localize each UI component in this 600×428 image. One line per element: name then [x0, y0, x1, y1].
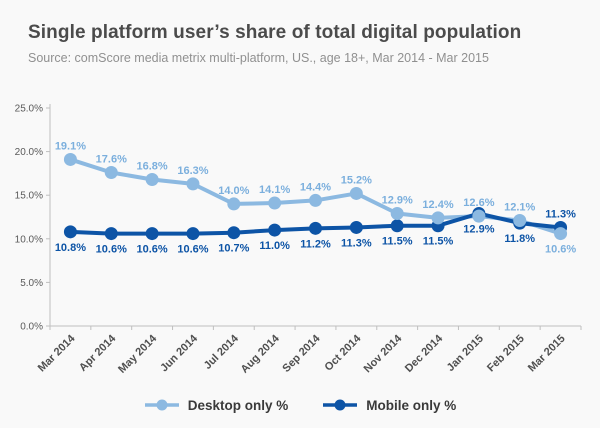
- data-point-label: 11.3%: [545, 208, 576, 220]
- data-point-label: 14.4%: [300, 181, 331, 193]
- data-point-label: 12.9%: [382, 195, 413, 207]
- data-point-label: 11.5%: [423, 236, 454, 248]
- data-point-label: 12.9%: [463, 224, 494, 236]
- legend-item: Desktop only %: [144, 397, 289, 413]
- data-point-marker: [349, 220, 363, 234]
- y-axis-tick-label: 0.0%: [20, 322, 43, 333]
- data-point-marker: [63, 225, 77, 239]
- data-point-label: 16.3%: [177, 165, 208, 177]
- data-point-label: 12.4%: [422, 199, 453, 211]
- x-axis-category-label: Apr 2014: [77, 332, 119, 374]
- x-axis-category-label: Oct 2014: [323, 332, 365, 374]
- data-point-marker: [104, 166, 118, 180]
- page-title: Single platform user’s share of total di…: [28, 22, 522, 43]
- data-point-marker: [513, 213, 527, 227]
- chart-legend: Desktop only % Mobile only %: [0, 392, 600, 418]
- data-point-label: 16.8%: [137, 161, 168, 173]
- data-point-label: 10.6%: [137, 244, 168, 256]
- data-point-marker: [390, 207, 404, 221]
- data-point-marker: [390, 219, 404, 233]
- x-axis-category-label: Jun 2014: [158, 332, 200, 374]
- x-axis-category-label: Nov 2014: [362, 332, 405, 375]
- data-point-marker: [104, 227, 118, 241]
- data-point-marker: [431, 211, 445, 225]
- data-point-label: 10.6%: [177, 244, 208, 256]
- data-point-marker: [145, 227, 159, 241]
- legend-marker-icon: [323, 399, 358, 411]
- data-point-marker: [186, 227, 200, 241]
- y-axis-tick-label: 20.0%: [15, 147, 43, 158]
- x-axis-category-label: Jan 2015: [445, 333, 486, 374]
- data-point-label: 15.2%: [341, 174, 372, 186]
- legend-label: Mobile only %: [366, 397, 457, 413]
- x-axis-category-label: Sep 2014: [280, 332, 323, 375]
- line-chart: 0.0% 5.0% 10.0% 15.0% 20.0% 25.0% Mar 2014 Apr …: [15, 104, 582, 376]
- data-point-marker: [268, 223, 282, 237]
- data-point-marker: [227, 226, 241, 240]
- y-axis-tick-label: 10.0%: [15, 234, 43, 245]
- x-axis-category-label: Mar 2015: [526, 333, 568, 375]
- x-axis-category-label: Feb 2015: [485, 333, 527, 375]
- legend-marker-icon: [144, 399, 179, 411]
- data-point-label: 12.1%: [504, 201, 535, 213]
- x-axis-category-label: May 2014: [116, 332, 160, 376]
- source-subtitle: Source: comScore media metrix multi-plat…: [28, 51, 489, 65]
- data-point-label: 19.1%: [55, 140, 86, 152]
- data-point-marker: [472, 209, 486, 223]
- data-point-marker: [309, 221, 322, 235]
- chart-header: Single platform user’s share of total di…: [28, 22, 580, 65]
- x-axis-category-label: Mar 2014: [36, 332, 78, 374]
- x-axis-category-label: Dec 2014: [403, 332, 446, 375]
- data-point-marker: [186, 177, 200, 191]
- data-point-label: 10.7%: [218, 243, 249, 255]
- data-point-label: 14.0%: [218, 185, 249, 197]
- data-point-label: 10.8%: [55, 242, 86, 254]
- legend-label: Desktop only %: [187, 397, 289, 413]
- data-point-marker: [309, 193, 322, 207]
- data-point-marker: [63, 152, 77, 166]
- data-point-label: 12.6%: [463, 197, 494, 209]
- data-point-label: 14.1%: [259, 184, 290, 196]
- data-point-label: 11.3%: [341, 237, 372, 249]
- data-point-label: 11.8%: [504, 233, 535, 245]
- legend-item: Mobile only %: [322, 398, 456, 413]
- data-point-marker: [349, 186, 363, 200]
- data-point-label: 10.6%: [545, 244, 576, 256]
- data-point-label: 11.2%: [300, 238, 331, 250]
- y-axis-tick-label: 15.0%: [15, 191, 43, 202]
- data-point-marker: [145, 173, 159, 187]
- data-point-label: 10.6%: [96, 244, 127, 256]
- data-point-marker: [227, 197, 241, 211]
- data-point-label: 17.6%: [96, 154, 127, 166]
- x-axis-category-label: Aug 2014: [239, 332, 283, 376]
- y-axis-tick-label: 5.0%: [20, 278, 43, 289]
- data-point-marker: [268, 196, 282, 210]
- y-axis-tick-label: 25.0%: [15, 104, 43, 115]
- data-point-marker: [554, 227, 568, 241]
- x-axis-category-label: Jul 2014: [202, 332, 242, 372]
- data-point-label: 11.0%: [259, 240, 290, 252]
- data-point-label: 11.5%: [382, 236, 413, 248]
